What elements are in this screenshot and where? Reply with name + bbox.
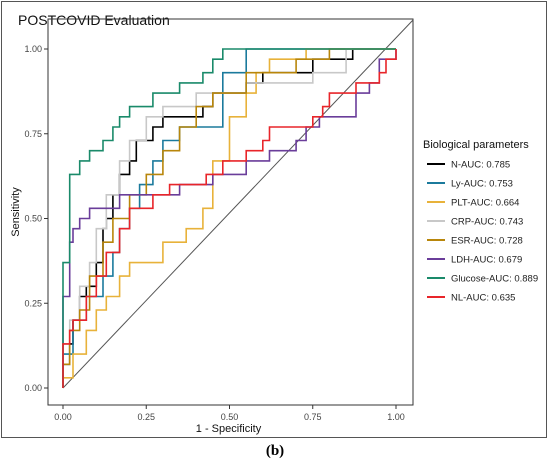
x-axis-label: 1 - Specificity: [196, 423, 262, 435]
y-tick-label: 0.75: [24, 129, 42, 139]
legend-entry-label: PLT-AUC: 0.664: [451, 198, 519, 209]
y-axis-label: Sensitivity: [10, 187, 22, 237]
legend-entry-label: ESR-AUC: 0.728: [451, 236, 523, 247]
y-tick-label: 1.00: [24, 44, 42, 54]
y-tick-label: 0.50: [24, 214, 42, 224]
chart-title: POSTCOVID Evaluation: [18, 12, 170, 28]
legend-entry-label: LDH-AUC: 0.679: [451, 255, 522, 266]
legend-title: Biological parameters: [423, 139, 529, 151]
figure-caption: (b): [0, 443, 550, 460]
x-tick-label: 0.25: [137, 412, 155, 422]
x-tick-label: 1.00: [387, 412, 405, 422]
y-tick-label: 0.25: [24, 298, 42, 308]
roc-line-crp-auc: [62, 48, 396, 388]
roc-line-nl-auc: [62, 49, 397, 388]
roc-chart: POSTCOVID Evaluation 0.00 0.00 0.25 0.25 0.50…: [10, 12, 538, 435]
figure-frame: POSTCOVID Evaluation 0.00 0.00 0.25 0.25 0.50…: [1, 1, 547, 438]
roc-line-glucose-auc: [62, 48, 396, 388]
x-tick-label: 0.50: [221, 412, 239, 422]
legend-entry-label: Glucose-AUC: 0.889: [451, 274, 538, 285]
roc-line-esr-auc: [62, 48, 396, 388]
roc-line-plt-auc: [62, 48, 396, 388]
reference-diagonal-line: [62, 19, 414, 389]
legend-entry-label: NL-AUC: 0.635: [451, 293, 515, 304]
legend-entry-label: Ly-AUC: 0.753: [451, 179, 513, 190]
x-tick-label: 0.75: [304, 412, 322, 422]
x-tick-label: 0.00: [54, 412, 72, 422]
roc-line-ldh-auc: [62, 49, 397, 388]
caption-label: (b): [265, 443, 285, 459]
legend-entry-label: N-AUC: 0.785: [451, 160, 510, 171]
y-tick-label: 0.00: [24, 383, 42, 393]
plot-panel: [47, 18, 414, 406]
legend-entry-label: CRP-AUC: 0.743: [451, 217, 523, 228]
